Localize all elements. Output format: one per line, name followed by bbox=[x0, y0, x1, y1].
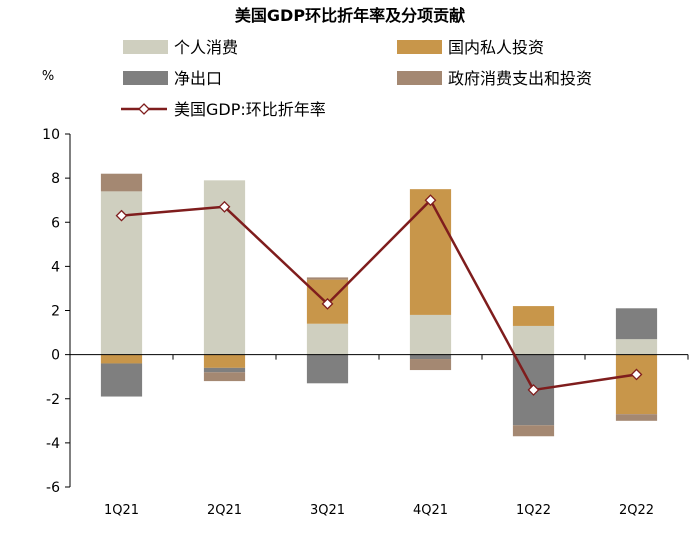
legend-item-private-investment: 国内私人投资 bbox=[397, 38, 544, 57]
legend-label-personal-consumption: 个人消费 bbox=[174, 38, 238, 57]
legend-item-personal-consumption: 个人消费 bbox=[123, 38, 238, 57]
gdp-point-2Q22 bbox=[630, 368, 643, 381]
bar-3Q21-series-0 bbox=[306, 323, 349, 355]
bar-4Q21-series-2 bbox=[409, 354, 452, 360]
x-tick-label-2Q22: 2Q22 bbox=[619, 503, 654, 518]
gdp-point-3Q21 bbox=[321, 297, 334, 310]
legend-label-private-investment: 国内私人投资 bbox=[448, 38, 544, 57]
legend-label-net-exports: 净出口 bbox=[174, 69, 222, 88]
bar-4Q21-series-3 bbox=[409, 359, 452, 371]
bar-3Q21-series-2 bbox=[306, 354, 349, 384]
x-tick-label-4Q21: 4Q21 bbox=[413, 503, 448, 518]
gdp-point-4Q21 bbox=[424, 194, 437, 207]
bar-1Q21-series-2 bbox=[100, 363, 143, 397]
bar-1Q21-series-1 bbox=[100, 354, 143, 364]
y-tick-label-2: 2 bbox=[51, 304, 60, 320]
y-tick-label-4: 4 bbox=[51, 259, 60, 275]
x-tick-label-1Q22: 1Q22 bbox=[516, 503, 551, 518]
bar-2Q21-series-2 bbox=[203, 367, 246, 373]
y-tick-label--2: -2 bbox=[46, 392, 60, 408]
bar-2Q22-series-2 bbox=[615, 308, 658, 340]
bar-2Q22-series-3 bbox=[615, 414, 658, 421]
legend-label-government: 政府消费支出和投资 bbox=[448, 69, 592, 88]
gdp-line bbox=[121, 198, 637, 392]
bar-2Q22-series-0 bbox=[615, 339, 658, 355]
legend-label-gdp: 美国GDP:环比折年率 bbox=[174, 100, 326, 119]
bar-1Q21-series-3 bbox=[100, 173, 143, 192]
bar-3Q21-series-3 bbox=[306, 277, 349, 280]
bar-2Q21-series-1 bbox=[203, 354, 246, 368]
bar-4Q21-series-0 bbox=[409, 314, 452, 355]
bar-1Q22-series-3 bbox=[512, 425, 555, 437]
legend: 个人消费 国内私人投资 净出口 政府消费支出和投资 美国GDP:环比折年率 bbox=[121, 38, 592, 119]
bar-4Q21-series-1 bbox=[409, 189, 452, 315]
legend-swatch-private-investment bbox=[397, 40, 442, 54]
chart-title: 美国GDP环比折年率及分项贡献 bbox=[235, 6, 465, 25]
x-tick-label-3Q21: 3Q21 bbox=[310, 503, 345, 518]
bar-2Q22-series-1 bbox=[615, 354, 658, 415]
bar-1Q22-series-0 bbox=[512, 325, 555, 355]
y-tick-label-8: 8 bbox=[51, 171, 60, 187]
gdp-point-2Q21 bbox=[218, 200, 231, 213]
bar-1Q22-series-1 bbox=[512, 306, 555, 326]
legend-swatch-net-exports bbox=[123, 71, 168, 85]
y-tick-label-10: 10 bbox=[42, 127, 60, 143]
legend-item-net-exports: 净出口 bbox=[123, 69, 222, 88]
y-tick-label--4: -4 bbox=[46, 436, 60, 452]
legend-item-government: 政府消费支出和投资 bbox=[397, 69, 592, 88]
y-tick-label-6: 6 bbox=[51, 215, 60, 231]
y-tick-label--6: -6 bbox=[46, 480, 60, 496]
bar-2Q21-series-3 bbox=[203, 372, 246, 382]
gdp-point-1Q21 bbox=[115, 209, 128, 222]
gdp-point-1Q22 bbox=[527, 384, 540, 396]
y-axis-unit-label: % bbox=[42, 69, 54, 84]
legend-item-gdp-line: 美国GDP:环比折年率 bbox=[121, 100, 326, 119]
legend-swatch-personal-consumption bbox=[123, 40, 168, 54]
legend-swatch-government bbox=[397, 71, 442, 85]
x-tick-label-1Q21: 1Q21 bbox=[104, 503, 139, 518]
y-tick-label-0: 0 bbox=[51, 348, 60, 364]
x-tick-label-2Q21: 2Q21 bbox=[207, 503, 242, 518]
legend-marker-gdp bbox=[138, 103, 150, 115]
